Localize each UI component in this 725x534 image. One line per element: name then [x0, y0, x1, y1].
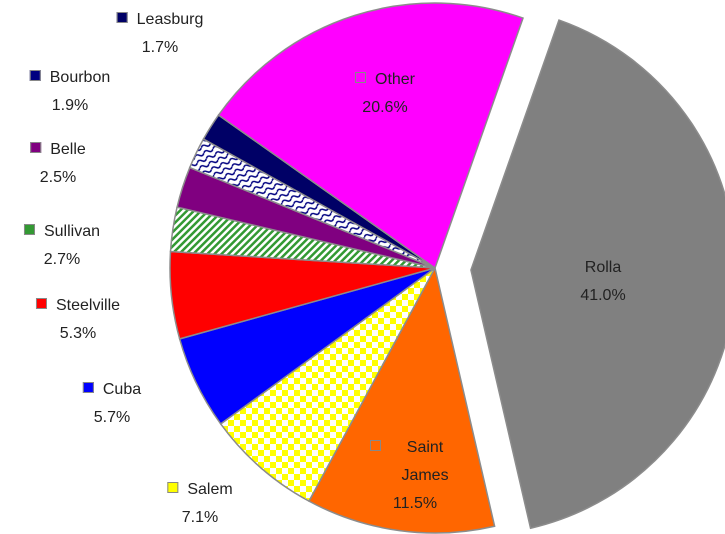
value-label: 11.5% — [392, 495, 438, 512]
pie-slice — [307, 265, 496, 534]
category-label: Leasburg — [136, 11, 204, 28]
data-label: Cuba 5.7% — [82, 376, 142, 432]
pie-slice — [217, 2, 524, 270]
data-label: Other 20.6% — [354, 66, 416, 122]
value-label: 7.1% — [181, 509, 219, 526]
data-label: Sullivan 2.7% — [23, 218, 101, 274]
label-marker — [116, 12, 128, 23]
label-marker — [167, 482, 179, 493]
label-marker — [82, 382, 94, 393]
value-label: 5.7% — [93, 409, 131, 426]
category-label: Cuba — [102, 381, 142, 398]
category-label: Steelville — [55, 297, 121, 314]
category-label: Salem — [187, 481, 233, 498]
value-label: 2.7% — [43, 251, 81, 268]
category-label: Bourbon — [49, 69, 111, 86]
category-label: Other — [374, 71, 416, 88]
data-label: Salem 7.1% — [167, 476, 233, 532]
value-label: 5.3% — [59, 325, 97, 342]
data-label: Steelville 5.3% — [35, 292, 121, 348]
value-label: 41.0% — [580, 287, 626, 304]
pie-slice — [219, 267, 436, 503]
label-marker — [35, 298, 47, 309]
pie-slice — [470, 19, 725, 530]
data-label: Saint James 11.5% — [370, 434, 460, 518]
data-label: Rolla 41.0% — [580, 254, 625, 310]
data-label: Bourbon 1.9% — [29, 64, 111, 120]
category-label: Sullivan — [43, 223, 101, 240]
label-marker — [23, 224, 35, 235]
category-label: Rolla — [584, 259, 622, 276]
label-marker — [30, 142, 42, 153]
category-label: Saint James — [401, 439, 449, 484]
category-label: Belle — [50, 141, 86, 158]
data-label: Leasburg 1.7% — [116, 6, 204, 62]
value-label: 2.5% — [39, 169, 77, 186]
label-marker — [29, 70, 41, 81]
value-label: 20.6% — [362, 99, 408, 116]
value-label: 1.7% — [141, 39, 179, 56]
value-label: 1.9% — [51, 97, 89, 114]
label-marker — [370, 440, 381, 451]
label-marker — [354, 72, 366, 83]
data-label: Belle 2.5% — [30, 136, 86, 192]
